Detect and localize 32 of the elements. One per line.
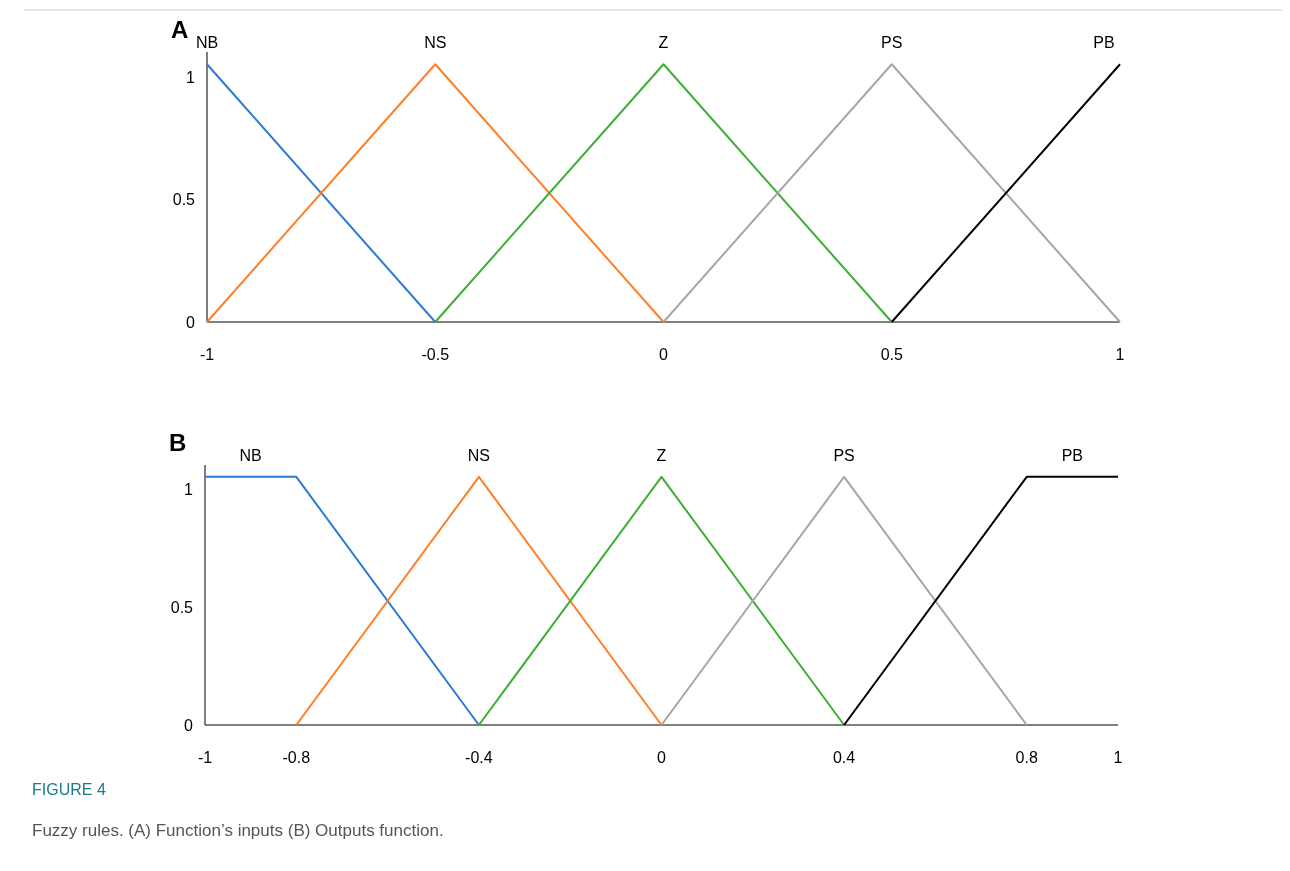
y-tick-label: 0.5	[172, 191, 196, 209]
x-tick-label: 0	[657, 749, 667, 766]
series-label: PB	[1061, 446, 1084, 464]
x-tick-label: 0.8	[1015, 749, 1038, 766]
x-tick-label: -0.8	[282, 749, 311, 766]
y-tick-label: 0.5	[170, 598, 194, 616]
chart-title: A	[171, 16, 189, 43]
series-label: NS	[424, 34, 447, 52]
series-label: PB	[1093, 34, 1115, 52]
series-label: NB	[195, 34, 219, 52]
x-tick-label: 1	[1113, 749, 1123, 766]
y-tick-label: 1	[186, 68, 196, 86]
series-label: Z	[658, 34, 669, 52]
x-tick-label: -0.4	[465, 749, 493, 766]
series-label: PS	[833, 446, 855, 464]
series-label: NB	[239, 446, 262, 464]
x-tick-label: -0.5	[421, 346, 450, 363]
text: Fuzzy rules. (A) Function’s inputs (B) Outputs function.	[32, 821, 444, 840]
x-tick-label: -1	[199, 346, 215, 363]
y-tick-label: 1	[184, 480, 194, 498]
series-label: PS	[881, 34, 903, 52]
chart-title: B	[169, 429, 187, 456]
caption: FIGURE 4	[32, 781, 106, 798]
x-tick-label: 0.4	[832, 749, 856, 766]
series-label: Z	[656, 446, 667, 464]
x-tick-label: 0	[659, 346, 669, 363]
x-tick-label: 1	[1115, 346, 1125, 363]
x-tick-label: -1	[197, 749, 213, 766]
x-tick-label: 0.5	[880, 346, 903, 363]
series-label: NS	[467, 446, 491, 464]
y-tick-label: 0	[184, 717, 194, 734]
y-tick-label: 0	[186, 314, 196, 331]
